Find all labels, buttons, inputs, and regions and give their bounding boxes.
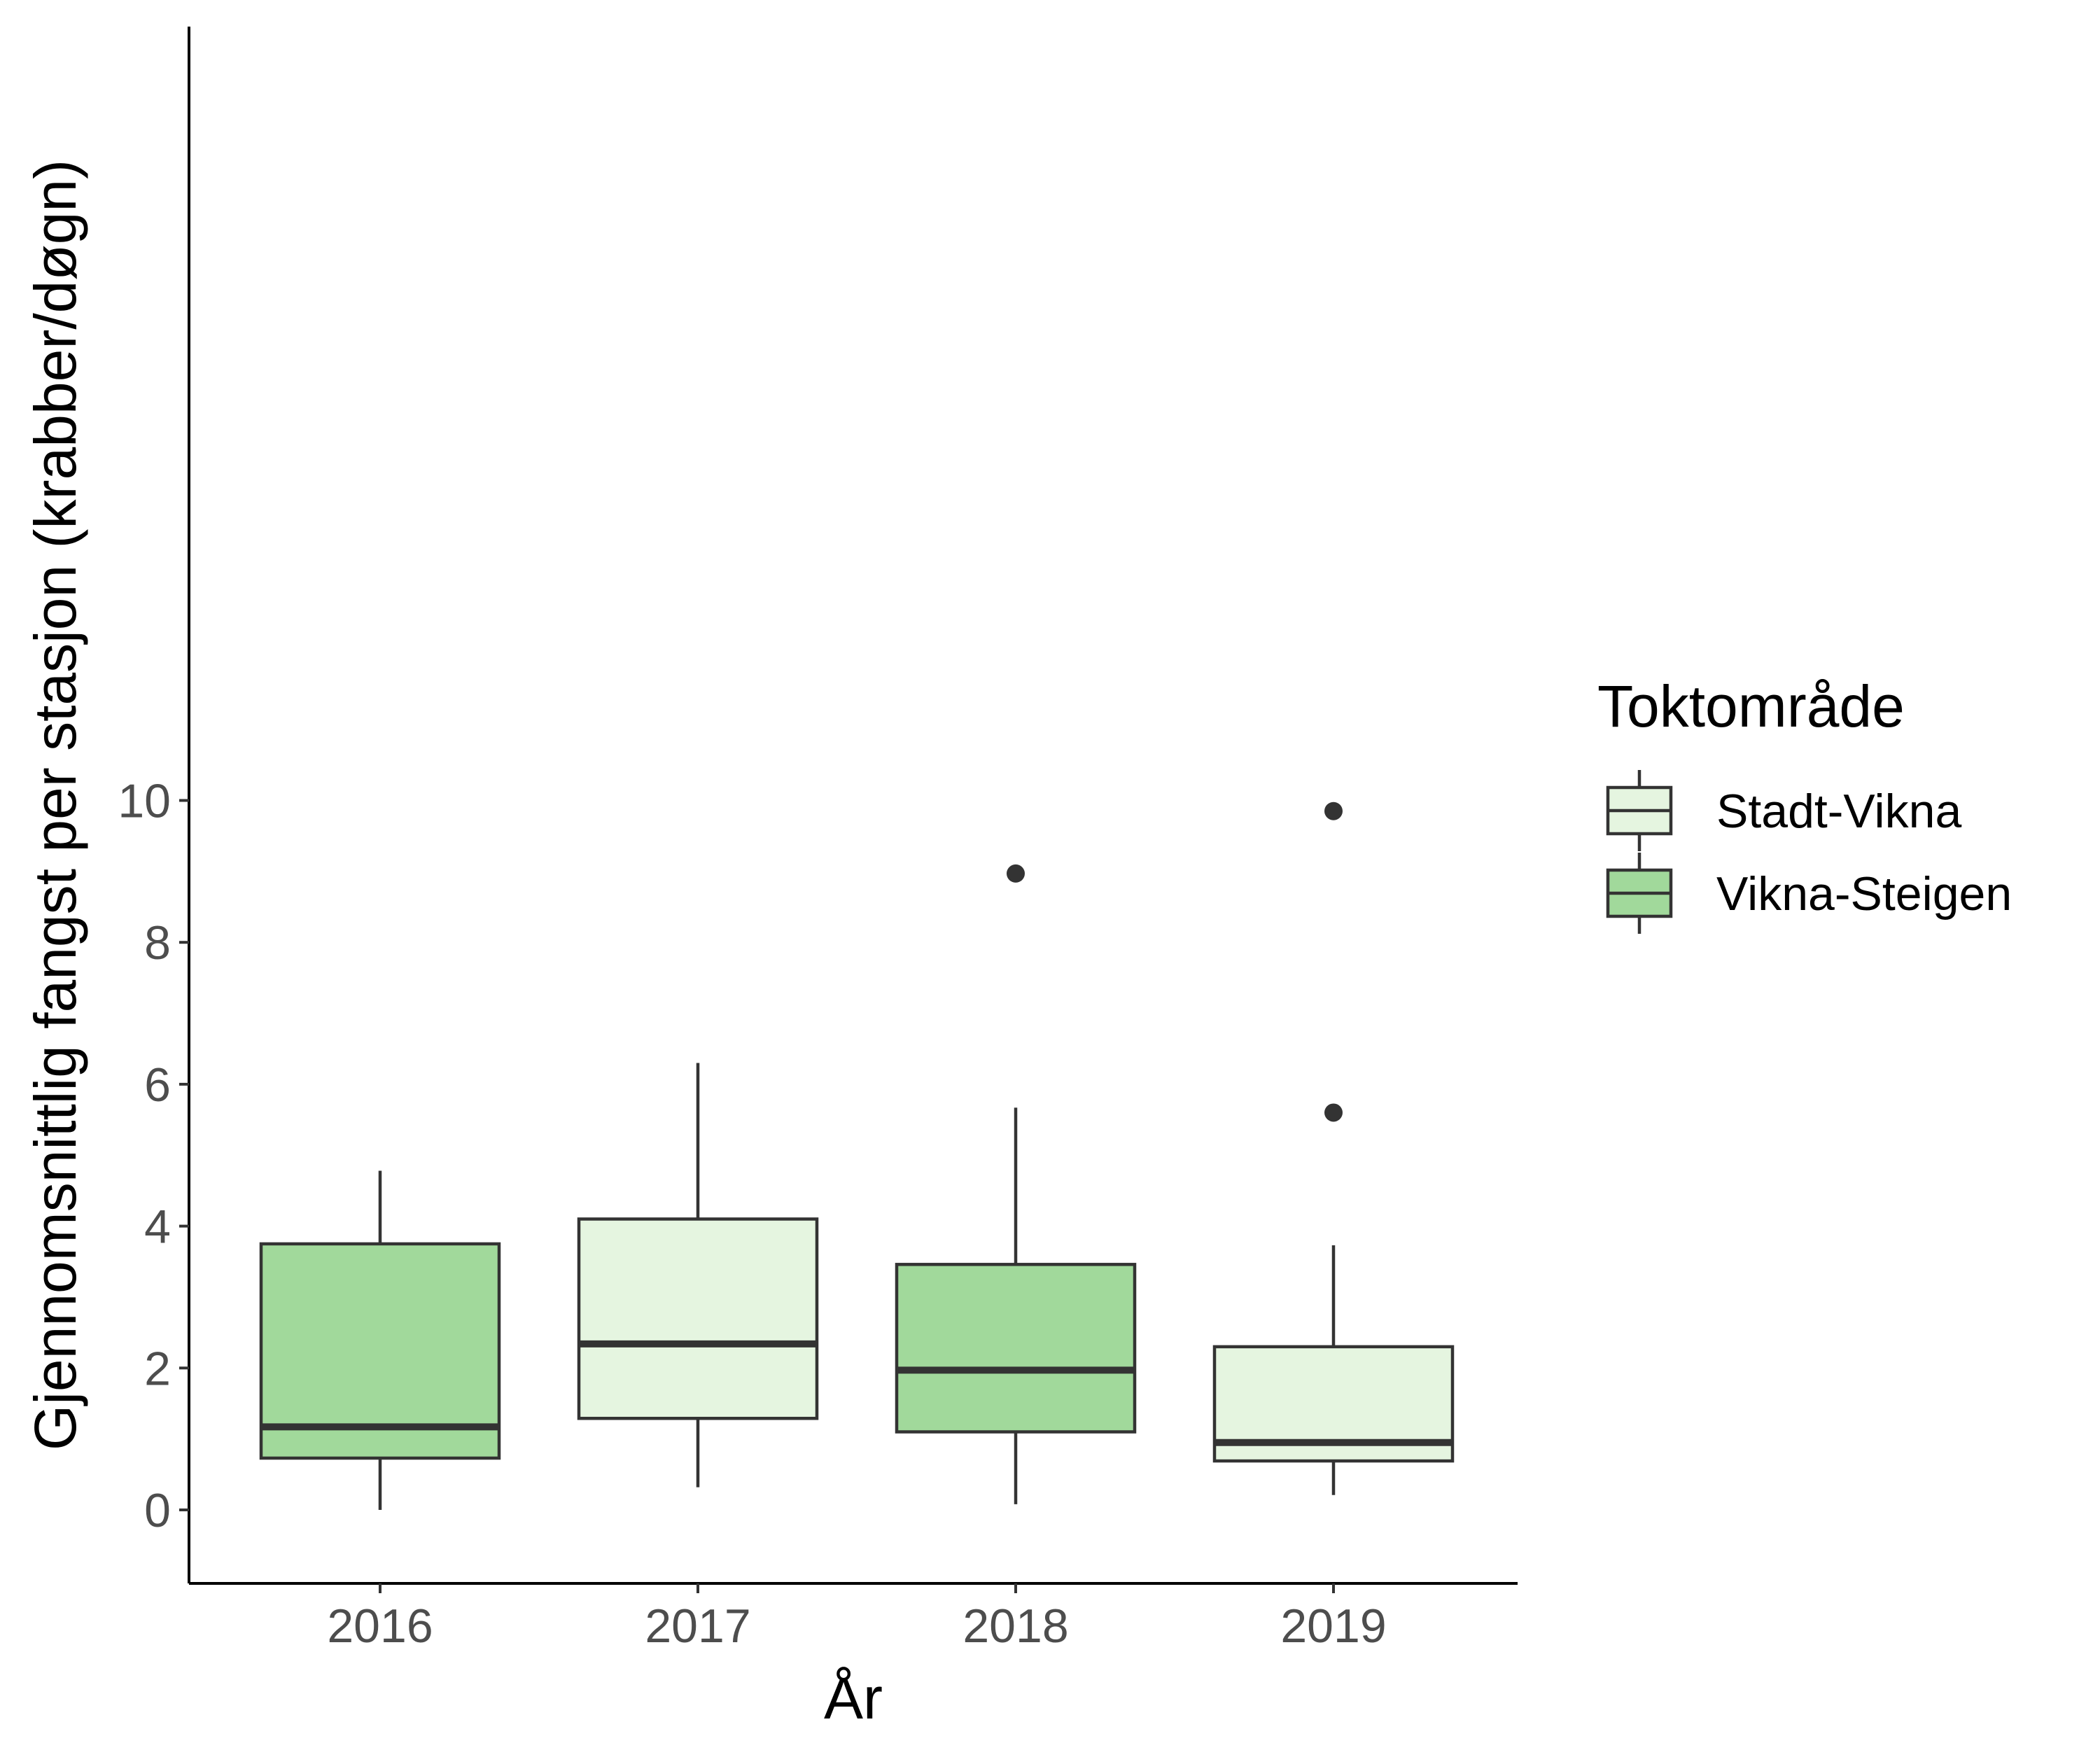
legend-label: Stadt-Vikna <box>1716 785 1961 838</box>
box-rect-2017 <box>577 1217 819 1420</box>
plot-marks <box>259 802 1455 1510</box>
y-tick-label-4: 4 <box>144 1200 171 1254</box>
y-tick-label-0: 0 <box>144 1484 171 1537</box>
box-rect-2016 <box>259 1242 501 1460</box>
y-tick-label-8: 8 <box>144 916 171 969</box>
x-tick-label-2016: 2016 <box>327 1600 433 1653</box>
x-tick-label-2018: 2018 <box>962 1600 1068 1653</box>
outlier-point-2019-1 <box>1324 802 1343 820</box>
x-tick-label-2017: 2017 <box>645 1600 750 1653</box>
legend-label: Vikna-Steigen <box>1716 867 2012 920</box>
box-2016 <box>259 1170 501 1510</box>
box-2019 <box>1212 802 1455 1495</box>
legend-entries: Stadt-Vikna Vikna-Steigen <box>1606 770 2012 934</box>
outlier-point-2018-1 <box>1007 864 1025 883</box>
legend-entry-1: Stadt-Vikna <box>1606 770 1961 851</box>
outlier-point-2019-2 <box>1324 1103 1343 1122</box>
box-rect-2018 <box>895 1263 1137 1434</box>
ticks: 0 2 4 6 8 10 2016 2017 2018 2019 <box>118 775 1386 1653</box>
x-tick-label-2019: 2019 <box>1280 1600 1386 1653</box>
box-2018 <box>895 864 1137 1504</box>
y-tick-label-10: 10 <box>118 775 171 828</box>
box-2017 <box>577 1063 819 1488</box>
axes <box>188 27 1518 1585</box>
legend-entry-2: Vikna-Steigen <box>1606 853 2012 934</box>
y-tick-label-6: 6 <box>144 1058 171 1112</box>
y-axis-title: Gjennomsnittlig fangst per stasjon (krab… <box>22 160 88 1450</box>
legend: Toktområde Stadt-Vikna Vikna-Steigen <box>1597 673 2012 934</box>
y-tick-label-2: 2 <box>144 1342 171 1395</box>
x-axis-title: År <box>824 1665 883 1731</box>
legend-title: Toktområde <box>1597 673 1905 739</box>
